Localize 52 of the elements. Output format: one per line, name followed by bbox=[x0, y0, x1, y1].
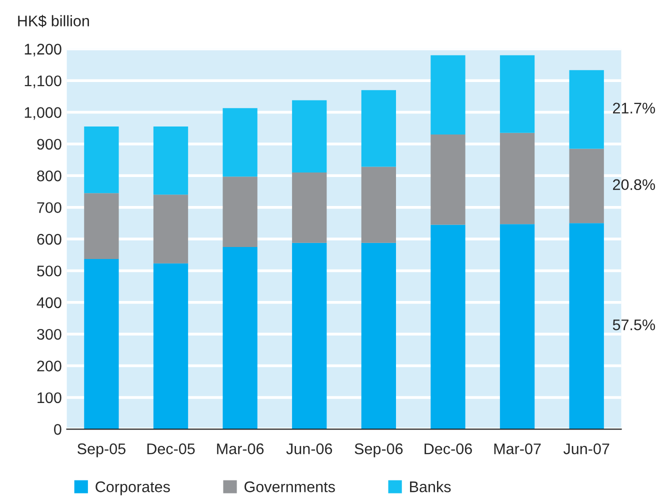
bar bbox=[361, 242, 396, 430]
bar bbox=[222, 246, 258, 430]
y-tick-label: 100 bbox=[38, 392, 62, 404]
y-tick-label: 1,200 bbox=[24, 44, 62, 56]
y-tick-label: 800 bbox=[37, 170, 62, 182]
y-tick-label: 700 bbox=[37, 202, 62, 214]
x-tick-label: Mar-07 bbox=[494, 443, 541, 454]
bar bbox=[222, 176, 258, 247]
bar bbox=[569, 70, 604, 149]
bar bbox=[430, 55, 466, 134]
legend-label: Corporates bbox=[96, 481, 170, 496]
bar bbox=[292, 172, 327, 243]
bar bbox=[292, 100, 327, 172]
bar bbox=[500, 224, 535, 430]
bar bbox=[153, 126, 188, 195]
bar bbox=[292, 242, 327, 430]
annotation: 21.7% bbox=[613, 102, 656, 114]
x-tick-label: Dec-05 bbox=[147, 443, 195, 454]
y-tick-label: 1,100 bbox=[24, 75, 62, 88]
bar bbox=[430, 224, 466, 430]
legend-label: Banks bbox=[410, 480, 451, 492]
bar bbox=[569, 223, 604, 430]
bar bbox=[84, 126, 119, 194]
y-tick-label: 0 bbox=[54, 424, 62, 435]
x-tick-label: Jun-07 bbox=[563, 443, 610, 454]
bar bbox=[153, 263, 188, 430]
bar bbox=[84, 193, 119, 259]
bar bbox=[84, 258, 119, 430]
x-tick-label: Sep-05 bbox=[78, 443, 126, 458]
x-tick-label: Mar-06 bbox=[217, 443, 264, 454]
y-tick-label: 300 bbox=[37, 328, 62, 340]
y-tick-label: 1,000 bbox=[24, 107, 62, 120]
legend-label: Governments bbox=[244, 481, 335, 492]
y-tick-label: 600 bbox=[37, 234, 62, 245]
y-axis-title: HK$ billion bbox=[18, 14, 89, 28]
bar bbox=[500, 55, 535, 133]
x-tick-label: Jun-06 bbox=[286, 443, 332, 454]
y-tick-label: 500 bbox=[37, 266, 62, 276]
y-tick-label: 200 bbox=[37, 360, 62, 372]
bar bbox=[500, 132, 535, 224]
bar bbox=[153, 194, 188, 264]
bar bbox=[569, 148, 604, 224]
annotation: 20.8% bbox=[613, 179, 656, 190]
annotation: 57.5% bbox=[612, 320, 656, 330]
x-tick-label: Dec-06 bbox=[424, 443, 472, 454]
bar bbox=[361, 90, 396, 167]
x-tick-label: Sep-06 bbox=[354, 443, 403, 458]
bar bbox=[430, 134, 466, 225]
y-tick-label: 400 bbox=[36, 297, 62, 308]
y-tick-label: 900 bbox=[37, 138, 62, 150]
bar bbox=[361, 166, 396, 243]
bar bbox=[222, 108, 258, 177]
